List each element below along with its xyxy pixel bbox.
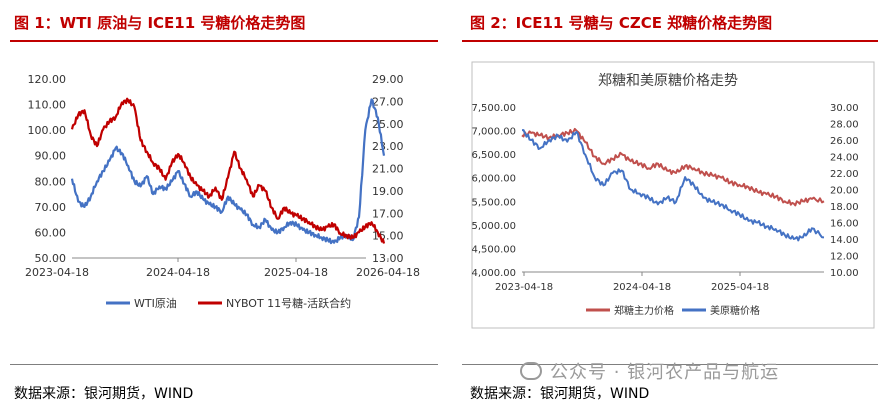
chart2-ytick-left: 4,000.00 (471, 268, 516, 279)
chart1-ytick-right: 17.00 (372, 207, 404, 220)
wechat-icon (520, 362, 542, 380)
figure1-bottom-rule (10, 364, 438, 365)
chart2-ytick-right: 14.00 (830, 235, 859, 246)
chart1-ytick-right: 15.00 (372, 230, 404, 243)
chart2-ytick-left: 6,000.00 (471, 174, 516, 185)
chart2-xtick-label: 2023-04-18 (495, 282, 553, 293)
chart1-series-line (70, 98, 386, 245)
chart-wti-vs-ice11: 120.00 110.00 100.00 90.00 80.00 70.00 60.00 50… (25, 73, 420, 310)
chart2-ytick-left: 5,000.00 (471, 221, 516, 232)
watermark-text: 公众号 · 银河农产品与航运 (550, 362, 780, 383)
chart2-ytick-right: 24.00 (830, 153, 859, 164)
chart1-ytick-left: 80.00 (35, 175, 67, 188)
chart2-ytick-right: 30.00 (830, 103, 859, 114)
chart1-ytick-left: 60.00 (35, 226, 67, 239)
figure1-title: 图 1：WTI 原油与 ICE11 号糖价格走势图 (14, 14, 306, 32)
chart2-ytick-right: 28.00 (830, 120, 859, 131)
chart1-xtick-label: 2026-04-18 (356, 266, 420, 279)
chart1-ytick-right: 27.00 (372, 95, 404, 108)
chart1-xtick-label: 2025-04-18 (264, 266, 328, 279)
chart1-series-line (70, 97, 386, 244)
chart1-legend-label: WTI原油 (134, 296, 177, 310)
chart2-ytick-right: 12.00 (830, 252, 859, 263)
chart2-legend-label: 美原糖价格 (710, 304, 760, 317)
chart2-title: 郑糖和美原糖价格走势 (598, 73, 738, 89)
chart2-xtick-label: 2025-04-18 (711, 282, 769, 293)
chart2-ytick-left: 4,500.00 (471, 244, 516, 255)
chart1-ytick-left: 50.00 (35, 252, 67, 265)
chart2-ytick-right: 26.00 (830, 136, 859, 147)
chart2-legend-label: 郑糖主力价格 (614, 304, 674, 317)
chart1-ytick-right: 25.00 (372, 118, 404, 131)
chart2-xtick-label: 2024-04-18 (613, 282, 671, 293)
chart1-ytick-left: 90.00 (35, 150, 67, 163)
figure2-title: 图 2：ICE11 号糖与 CZCE 郑糖价格走势图 (470, 14, 773, 32)
chart2-ytick-left: 7,500.00 (471, 103, 516, 114)
watermark: 公众号 · 银河农产品与航运 (520, 358, 779, 384)
chart1-ytick-left: 70.00 (35, 201, 67, 214)
chart2-ytick-right: 22.00 (830, 169, 859, 180)
chart2-series-line (521, 127, 825, 207)
chart2-ytick-left: 6,500.00 (471, 150, 516, 161)
chart2-ytick-right: 10.00 (830, 268, 859, 279)
chart2-ytick-left: 7,000.00 (471, 127, 516, 138)
chart1-xtick-label: 2024-04-18 (146, 266, 210, 279)
chart1-legend-label: NYBOT 11号糖-活跃合约 (226, 296, 351, 310)
chart2-ytick-right: 16.00 (830, 219, 859, 230)
chart1-xtick-label: 2023-04-18 (25, 266, 89, 279)
chart2-ytick-right: 18.00 (830, 202, 859, 213)
figure1-source: 数据来源：银河期货，WIND (14, 386, 194, 402)
chart2-series-line (522, 129, 825, 242)
chart1-ytick-right: 29.00 (372, 73, 404, 86)
chart-czce-vs-ice-raw-sugar: 郑糖和美原糖价格走势 7,500.00 7,000.00 6,500.00 6,000.… (471, 61, 875, 329)
chart1-ytick-left: 120.00 (28, 73, 67, 86)
chart1-ytick-left: 110.00 (28, 99, 67, 112)
chart1-ytick-left: 100.00 (28, 124, 67, 137)
chart1-ytick-right: 21.00 (372, 163, 404, 176)
figure2-title-rule (462, 40, 878, 42)
chart2-ytick-right: 20.00 (830, 186, 859, 197)
figure2-bottom-rule (462, 364, 878, 365)
chart1-ytick-right: 19.00 (372, 185, 404, 198)
figure2-source: 数据来源：银河期货，WIND (470, 386, 650, 402)
chart2-ytick-left: 5,500.00 (471, 197, 516, 208)
chart2-frame (471, 61, 875, 329)
chart1-ytick-right: 23.00 (372, 140, 404, 153)
figure1-title-rule (10, 40, 438, 42)
